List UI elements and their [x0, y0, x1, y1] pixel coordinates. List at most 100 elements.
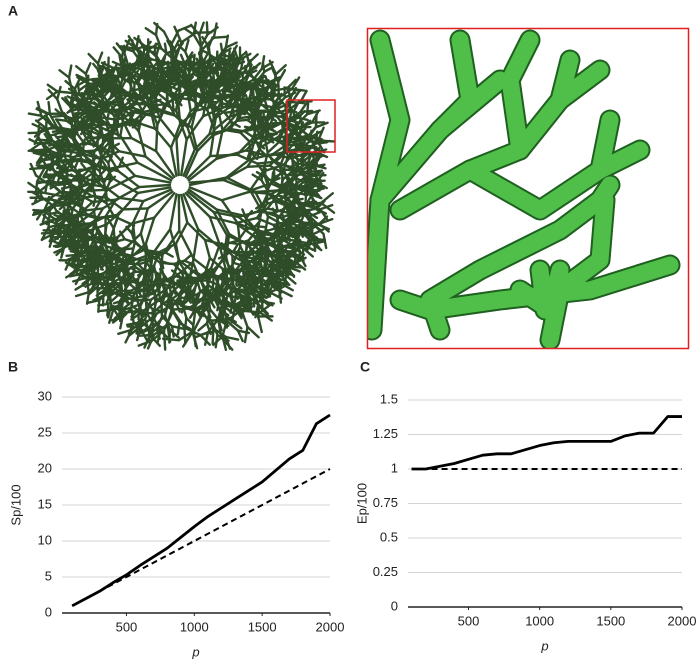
- vessel: [144, 250, 158, 256]
- vessel: [198, 293, 207, 303]
- vessel: [130, 87, 139, 97]
- vessel: [274, 194, 286, 203]
- vessel: [107, 131, 112, 145]
- vessel: [259, 125, 264, 149]
- vessel: [60, 159, 74, 164]
- vessel: [217, 275, 232, 290]
- vessel: [70, 150, 82, 162]
- vessel: [100, 142, 110, 152]
- vessel: [83, 185, 93, 197]
- vessel: [208, 308, 220, 322]
- x-axis-label: p: [540, 638, 548, 653]
- vessel: [184, 291, 192, 304]
- vessel: [220, 190, 251, 202]
- vessel: [99, 116, 119, 122]
- vessel: [269, 168, 285, 185]
- vessel: [34, 119, 48, 130]
- vessel: [179, 53, 187, 66]
- vessel: [221, 62, 229, 77]
- vessel: [217, 268, 238, 279]
- vessel: [48, 195, 64, 212]
- vessel: [190, 126, 199, 153]
- vessel: [288, 99, 303, 111]
- vessel: [282, 135, 286, 147]
- vessel: [110, 268, 122, 280]
- vessel: [201, 72, 211, 85]
- vessel: [74, 188, 79, 200]
- zoom-box: [286, 99, 336, 153]
- vessel: [65, 127, 78, 137]
- vessel: [281, 262, 294, 266]
- vessel: [264, 268, 278, 277]
- vessel: [306, 204, 320, 214]
- vessel: [232, 242, 240, 253]
- vessel: [83, 222, 94, 234]
- vessel: [57, 236, 67, 248]
- vessel: [71, 237, 78, 252]
- vessel: [89, 259, 100, 272]
- vessel: [89, 230, 99, 250]
- vessel: [120, 46, 135, 53]
- vessel: [170, 308, 181, 325]
- vessel: [184, 38, 190, 53]
- vessel: [91, 157, 102, 175]
- vessel: [192, 257, 217, 278]
- vessel: [35, 149, 47, 165]
- vessel: [45, 154, 60, 168]
- vessel: [203, 95, 220, 110]
- vessel: [244, 209, 254, 220]
- vessel: [145, 261, 154, 272]
- vessel: [261, 191, 270, 205]
- vessel: [95, 90, 107, 99]
- vessel: [32, 151, 49, 158]
- vessel: [318, 217, 334, 225]
- vessel: [86, 243, 97, 257]
- vessel: [135, 109, 148, 116]
- vessel: [94, 277, 104, 288]
- vessel: [64, 236, 73, 250]
- vessel: [191, 308, 197, 333]
- vessel: [306, 160, 319, 165]
- vessel: [151, 308, 166, 313]
- vessel: [233, 302, 248, 309]
- vessel: [461, 141, 649, 219]
- vessel: [118, 150, 147, 158]
- vessel: [282, 167, 300, 172]
- vessel: [168, 193, 178, 231]
- vessel: [241, 74, 247, 93]
- vessel: [294, 118, 302, 131]
- vessel: [267, 154, 285, 171]
- vessel: [315, 181, 328, 190]
- vessel: [33, 191, 40, 205]
- vessel: [176, 43, 187, 53]
- vessel: [302, 238, 314, 247]
- vessel: [144, 110, 161, 116]
- vessel: [254, 111, 264, 129]
- vessel: [259, 258, 277, 271]
- vessel: [304, 200, 318, 204]
- vessel: [143, 333, 152, 349]
- vessel: [295, 240, 305, 250]
- vessel: [40, 226, 50, 242]
- vessel: [295, 146, 309, 151]
- vessel: [68, 272, 83, 278]
- vessel: [251, 173, 263, 182]
- vessel: [120, 265, 128, 283]
- vessel: [206, 283, 218, 293]
- vessel: [227, 49, 231, 63]
- vessel: [154, 33, 163, 50]
- vessel: [205, 279, 217, 285]
- vessel: [131, 221, 137, 243]
- vessel: [74, 123, 90, 127]
- vessel: [229, 287, 245, 294]
- vessel: [41, 191, 64, 198]
- vessel: [212, 35, 229, 39]
- vessel: [90, 165, 97, 182]
- vessel: [256, 209, 263, 230]
- y-tick-label: 1: [391, 460, 398, 475]
- vessel: [266, 141, 280, 154]
- vessel: [46, 83, 59, 93]
- vessel: [300, 154, 312, 165]
- vessel: [207, 36, 214, 49]
- vessel: [201, 81, 206, 98]
